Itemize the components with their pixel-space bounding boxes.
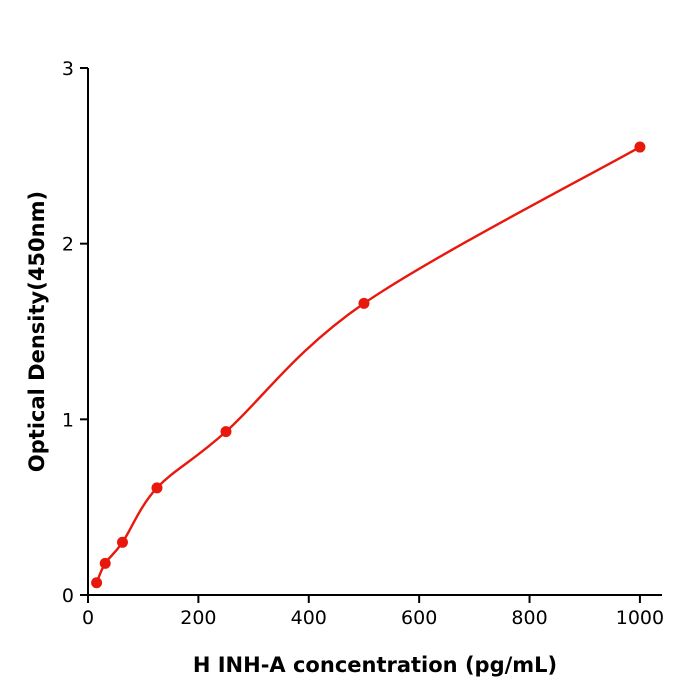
fit-curve bbox=[95, 146, 641, 584]
y-tick-label: 3 bbox=[62, 58, 74, 80]
x-tick-label: 800 bbox=[511, 607, 547, 629]
y-tick-label: 1 bbox=[62, 409, 74, 431]
data-point bbox=[99, 557, 111, 569]
axis-tick-labels: 0 200 400 600 800 1000 0 1 2 3 bbox=[62, 58, 664, 629]
y-tick-label: 2 bbox=[62, 234, 74, 256]
axis-ticks bbox=[80, 67, 641, 603]
data-points bbox=[91, 141, 646, 589]
y-axis-label: Optical Density(450nm) bbox=[25, 191, 49, 472]
x-tick-label: 0 bbox=[82, 607, 94, 629]
data-point bbox=[634, 141, 646, 153]
data-point bbox=[358, 297, 370, 309]
axes bbox=[87, 68, 662, 596]
fitted-curve-path bbox=[95, 146, 641, 584]
x-tick-label: 400 bbox=[291, 607, 327, 629]
x-tick-label: 600 bbox=[401, 607, 437, 629]
x-tick-label: 1000 bbox=[616, 607, 664, 629]
data-point bbox=[116, 536, 128, 548]
x-tick-label: 200 bbox=[180, 607, 216, 629]
data-point bbox=[151, 482, 163, 494]
data-point bbox=[91, 577, 103, 589]
y-tick-label: 0 bbox=[62, 585, 74, 607]
x-axis-label: H INH-A concentration (pg/mL) bbox=[193, 653, 557, 677]
data-point bbox=[220, 426, 232, 438]
